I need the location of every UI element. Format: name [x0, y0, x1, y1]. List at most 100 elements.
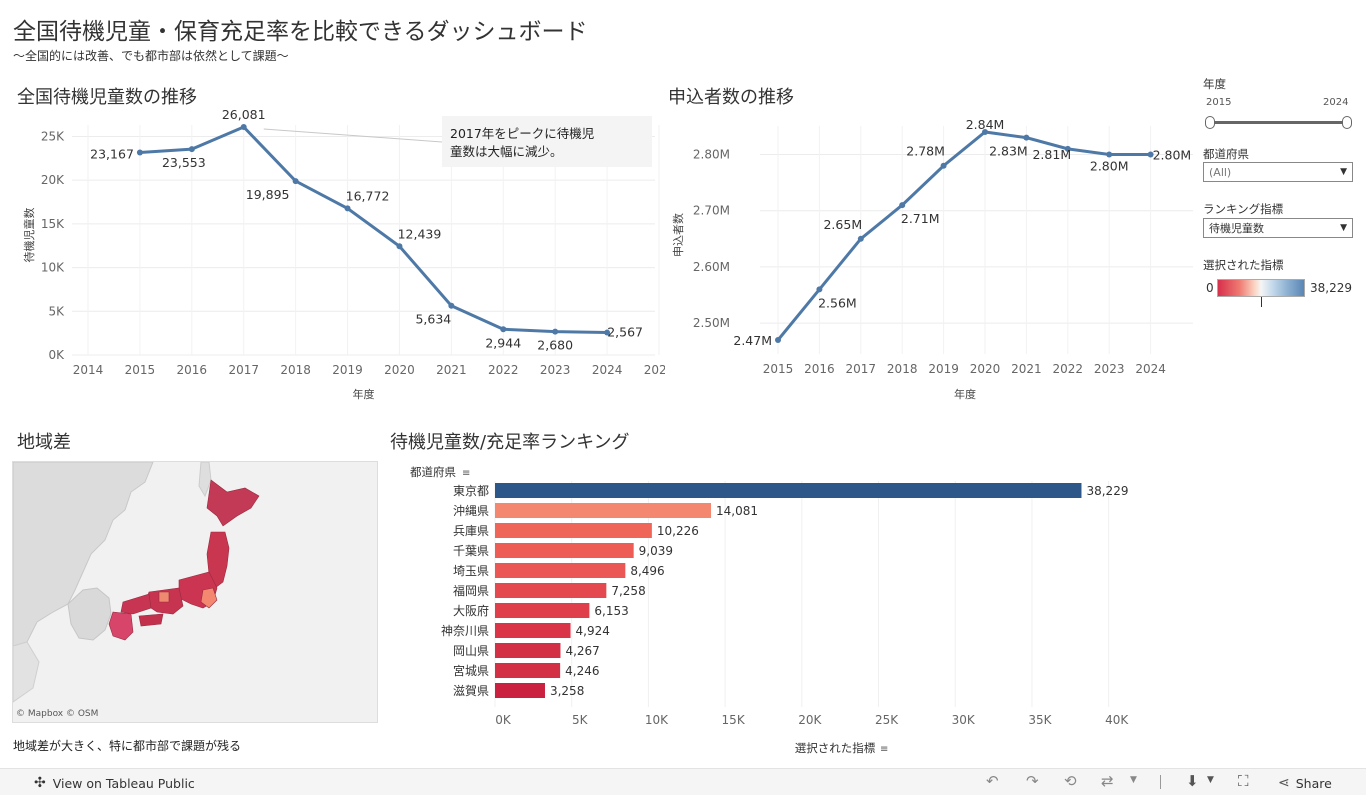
undo-icon[interactable]: ↶ — [986, 772, 999, 790]
year-slider-handle-start[interactable] — [1205, 116, 1215, 129]
color-legend-min: 0 — [1206, 281, 1214, 295]
chevron-down-icon[interactable]: ▼ — [1207, 775, 1214, 785]
bar — [495, 483, 1082, 498]
bar-value-label: 4,246 — [565, 664, 599, 678]
chevron-down-icon[interactable]: ▼ — [1130, 775, 1137, 785]
prefecture-dropdown-value: (All) — [1209, 165, 1232, 179]
x-tick-label: 25K — [875, 713, 899, 727]
data-point — [240, 124, 247, 130]
prefecture-filter-label: 都道府県 — [1203, 147, 1249, 161]
data-label: 2,680 — [537, 338, 573, 353]
hokkaido-region[interactable] — [206, 479, 260, 527]
map-attribution[interactable]: © Mapbox © OSM — [16, 709, 99, 719]
y-tick-label: 5K — [48, 304, 65, 318]
data-point — [816, 286, 823, 293]
x-tick-label: 2016 — [177, 363, 208, 377]
annotation-leader-line — [263, 128, 443, 143]
category-label: 大阪府 — [453, 603, 489, 618]
metric-dropdown[interactable]: 待機児童数 ▼ — [1203, 218, 1353, 238]
bar — [495, 563, 626, 578]
data-label: 2.56M — [818, 295, 857, 310]
series-line — [139, 125, 608, 335]
chiba-prefecture[interactable] — [200, 587, 218, 609]
toolbar-divider — [1160, 775, 1161, 789]
data-point — [188, 146, 195, 153]
y-axis-title: 待機児童数 — [22, 208, 36, 263]
data-label: 2.80M — [1153, 147, 1192, 162]
waiting-children-line-chart[interactable]: 0K 5K 10K 15K 20K 25K 2014 2015 2016 2017 2018 2019… — [0, 110, 665, 410]
waiting-chart-title: 全国待機児童数の推移 — [17, 87, 197, 108]
y-tick-label: 25K — [41, 129, 65, 143]
category-label: 東京都 — [453, 484, 489, 498]
prefecture-dropdown[interactable]: (All) ▼ — [1203, 162, 1353, 182]
bar-value-label: 14,081 — [716, 504, 758, 518]
refresh-icon[interactable]: ⇄ — [1101, 772, 1114, 790]
color-legend-max: 38,229 — [1310, 281, 1352, 295]
bar-value-label: 4,267 — [565, 644, 599, 658]
x-tick-label: 2025 — [644, 363, 665, 377]
data-point — [1147, 151, 1154, 158]
data-point — [982, 129, 988, 135]
y-tick-label: 0K — [48, 348, 65, 362]
x-tick-label: 2015 — [763, 362, 794, 376]
x-tick-label: 2022 — [488, 363, 519, 377]
category-label: 沖縄県 — [453, 503, 489, 518]
bar-value-label: 10,226 — [657, 524, 699, 538]
bar — [495, 503, 712, 518]
shikoku-region[interactable] — [138, 613, 164, 627]
color-legend-label: 選択された指標 — [1203, 258, 1284, 272]
bar — [495, 543, 634, 558]
bar-value-label: 9,039 — [639, 544, 673, 558]
fullscreen-icon[interactable]: ⛶ — [1238, 772, 1249, 790]
chevron-down-icon: ▼ — [1340, 223, 1347, 233]
data-label: 2.84M — [966, 117, 1005, 132]
data-point — [448, 302, 455, 309]
data-point — [292, 178, 299, 185]
data-label: 2.83M — [989, 144, 1028, 159]
japan-prefecture-map[interactable] — [12, 461, 378, 723]
data-label: 2,567 — [607, 325, 643, 340]
data-point — [500, 326, 507, 333]
ranking-bar-chart[interactable]: 都道府県 ≡ 0K 5K 10K 15K 20K 25K 30K 35K 40K 選択された指標 ≡ 東京… — [380, 455, 1180, 755]
data-point — [940, 162, 947, 169]
y-tick-label: 15K — [41, 217, 65, 231]
redo-icon[interactable]: ↷ — [1026, 772, 1039, 790]
bar — [495, 663, 561, 678]
share-button[interactable]: ⋖ Share — [1278, 775, 1332, 791]
x-tick-label: 2016 — [804, 362, 835, 376]
download-icon[interactable]: ⬇ — [1186, 772, 1199, 790]
chugoku-region[interactable] — [120, 593, 152, 615]
applicants-line-chart[interactable]: 2.50M 2.60M 2.70M 2.80M 2015 2016 2017 2018 2019… — [665, 110, 1195, 410]
x-tick-label: 20K — [798, 713, 822, 727]
category-label: 神奈川県 — [441, 624, 489, 638]
share-icon: ⋖ — [1278, 775, 1290, 791]
kyushu-region[interactable] — [108, 611, 134, 641]
data-label: 2.78M — [906, 144, 945, 159]
x-axis-title: 選択された指標 — [795, 741, 876, 755]
x-tick-label: 2020 — [384, 363, 415, 377]
data-label: 5,634 — [415, 312, 451, 327]
y-tick-label: 10K — [41, 261, 65, 275]
tableau-toolbar: ✣ View on Tableau Public ↶ ↷ ⟲ ⇄ ▼ ⬇ ▼ ⛶… — [0, 768, 1366, 795]
data-label: 2.65M — [823, 217, 862, 232]
view-on-tableau-public-label: View on Tableau Public — [52, 775, 195, 791]
ranking-chart-title: 待機児童数/充足率ランキング — [390, 432, 630, 453]
y-tick-label: 2.50M — [693, 316, 730, 330]
hyogo-prefecture[interactable] — [158, 591, 170, 603]
view-on-tableau-public-link[interactable]: ✣ View on Tableau Public — [34, 775, 195, 791]
revert-icon[interactable]: ⟲ — [1064, 772, 1077, 790]
sakhalin-landmass — [198, 462, 212, 498]
category-label: 滋賀県 — [453, 684, 489, 698]
data-label: 23,167 — [90, 146, 134, 161]
bar-value-label: 7,258 — [611, 584, 645, 598]
dashboard-title: 全国待機児童・保育充足率を比較できるダッシュボード — [13, 19, 588, 45]
category-label: 岡山県 — [453, 644, 489, 658]
year-slider-track[interactable] — [1208, 121, 1348, 124]
x-axis-title: 年度 — [954, 387, 976, 401]
x-tick-label: 5K — [572, 713, 589, 727]
tohoku-region[interactable] — [206, 531, 230, 589]
x-tick-label: 2018 — [280, 363, 311, 377]
year-filter-label: 年度 — [1203, 77, 1226, 91]
metric-filter-label: ランキング指標 — [1203, 202, 1284, 216]
year-slider-handle-end[interactable] — [1342, 116, 1352, 129]
